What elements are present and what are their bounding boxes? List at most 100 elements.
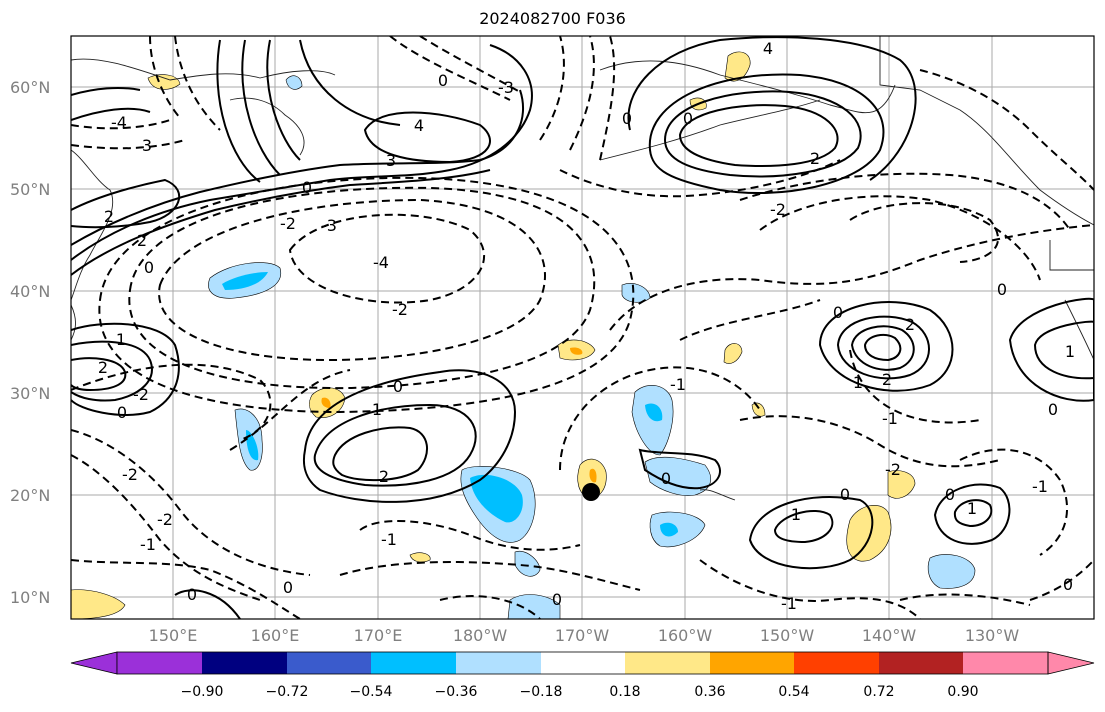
contour-label: -1 [781,594,797,613]
lat-label: 10°N [10,588,51,607]
shaded-regions [71,51,976,619]
contour-label: 0 [945,485,955,504]
contour-label: -3 [321,216,337,235]
lat-label: 20°N [10,486,51,505]
contour-label: 0 [622,109,632,128]
lon-label: 150°W [759,626,815,645]
contour-label: 0 [683,109,693,128]
contour-label: 3 [142,136,152,155]
contour-label: -1 [140,535,156,554]
contour-label: 1 [853,373,863,392]
lon-label: 160°W [657,626,713,645]
lat-label: 50°N [10,180,51,199]
contour-label: 1 [116,330,126,349]
contour-label: 4 [414,116,424,135]
contour-label: -4 [111,113,127,132]
colorbar-tick-label: 0.54 [778,684,810,700]
colorbar-bin [202,652,287,674]
contour-label: -2 [122,465,138,484]
colorbar-bin [541,652,625,674]
contour-label: 2 [810,149,820,168]
lon-label: 130°W [964,626,1020,645]
contour-label: 0 [1048,400,1058,419]
colorbar [70,651,1095,675]
contour-label: -2 [885,460,901,479]
colorbar-tick-label: 0.90 [947,684,979,700]
colorbar-tick-label: −0.72 [265,684,309,700]
contour-label: 0 [833,303,843,322]
contour-label: 0 [1063,575,1073,594]
contour-label: 0 [438,71,448,90]
lon-label: 160°E [250,626,300,645]
colorbar-bin [371,652,456,674]
colorbar-extend-low [70,651,118,675]
contour-label: -1 [670,375,686,394]
contour-label: 3 [386,151,396,170]
colorbar-extend-high [1047,651,1095,675]
contour-label: 0 [117,403,127,422]
lat-label: 60°N [10,78,51,97]
map-frame [70,35,1095,620]
lon-label: 170°W [554,626,610,645]
contour-label: 2 [379,467,389,486]
contour-label: -1 [381,530,397,549]
contour-label: 0 [840,485,850,504]
contour-label: 2 [137,231,147,250]
contour-label: 2 [905,315,915,334]
contour-label: 1 [967,499,977,518]
contour-label: 0 [187,585,197,604]
contour-label: 0 [144,258,154,277]
lon-label: 140°W [861,626,917,645]
colorbar-bin [456,652,541,674]
colorbar-tick-label: 0.36 [694,684,726,700]
colorbar-bin [963,652,1048,674]
colorbar-outline [116,651,1049,675]
lon-label: 170°E [353,626,403,645]
colorbar-bin [710,652,794,674]
map-content [71,36,1094,619]
contour-label: 1 [372,400,382,419]
contour-label: -3 [498,78,514,97]
lon-label: 150°E [148,626,198,645]
contour-label: 4 [763,39,773,58]
colorbar-tick-label: −0.36 [434,684,478,700]
lat-label: 40°N [10,282,51,301]
contour-label: 1 [1065,342,1075,361]
contour-label: 0 [302,178,312,197]
dashed-contours [71,36,1094,619]
location-marker [582,483,600,501]
coastlines [71,36,1094,501]
contour-label: 2 [98,358,108,377]
contour-label: 0 [393,377,403,396]
contour-label: 0 [283,578,293,597]
colorbar-tick-label: −0.90 [180,684,224,700]
colorbar-bin [625,652,710,674]
lat-label: 30°N [10,384,51,403]
contour-label: -2 [133,385,149,404]
contour-label: -1 [882,409,898,428]
colorbar-tick-label: 0.18 [609,684,641,700]
contour-label: 0 [552,590,562,609]
contour-label: 0 [997,280,1007,299]
plot-title: 2024082700 F036 [479,9,626,28]
colorbar-tick-label: −0.18 [519,684,563,700]
colorbar-bin [117,652,202,674]
lon-label: 180°W [452,626,508,645]
contour-label: -2 [157,510,173,529]
colorbar-tick-label: 0.72 [863,684,895,700]
contour-label: -4 [373,253,389,272]
contour-label: 1 [791,505,801,524]
contour-labels: 4 4 -4 -4 3 3 -3 -3 2 2 2 2 2 2 2 -2 -2 … [98,39,1075,613]
colorbar-tick-label: −0.54 [349,684,393,700]
colorbar-bin [879,652,963,674]
contour-label: -2 [770,200,786,219]
contour-label: 2 [882,370,892,389]
colorbar-bin [794,652,879,674]
contour-label: 0 [661,469,671,488]
contour-label: -1 [1032,477,1048,496]
contour-label: -2 [392,300,408,319]
contour-label: -2 [280,214,296,233]
contour-label: 2 [104,207,114,226]
colorbar-bin [287,652,371,674]
